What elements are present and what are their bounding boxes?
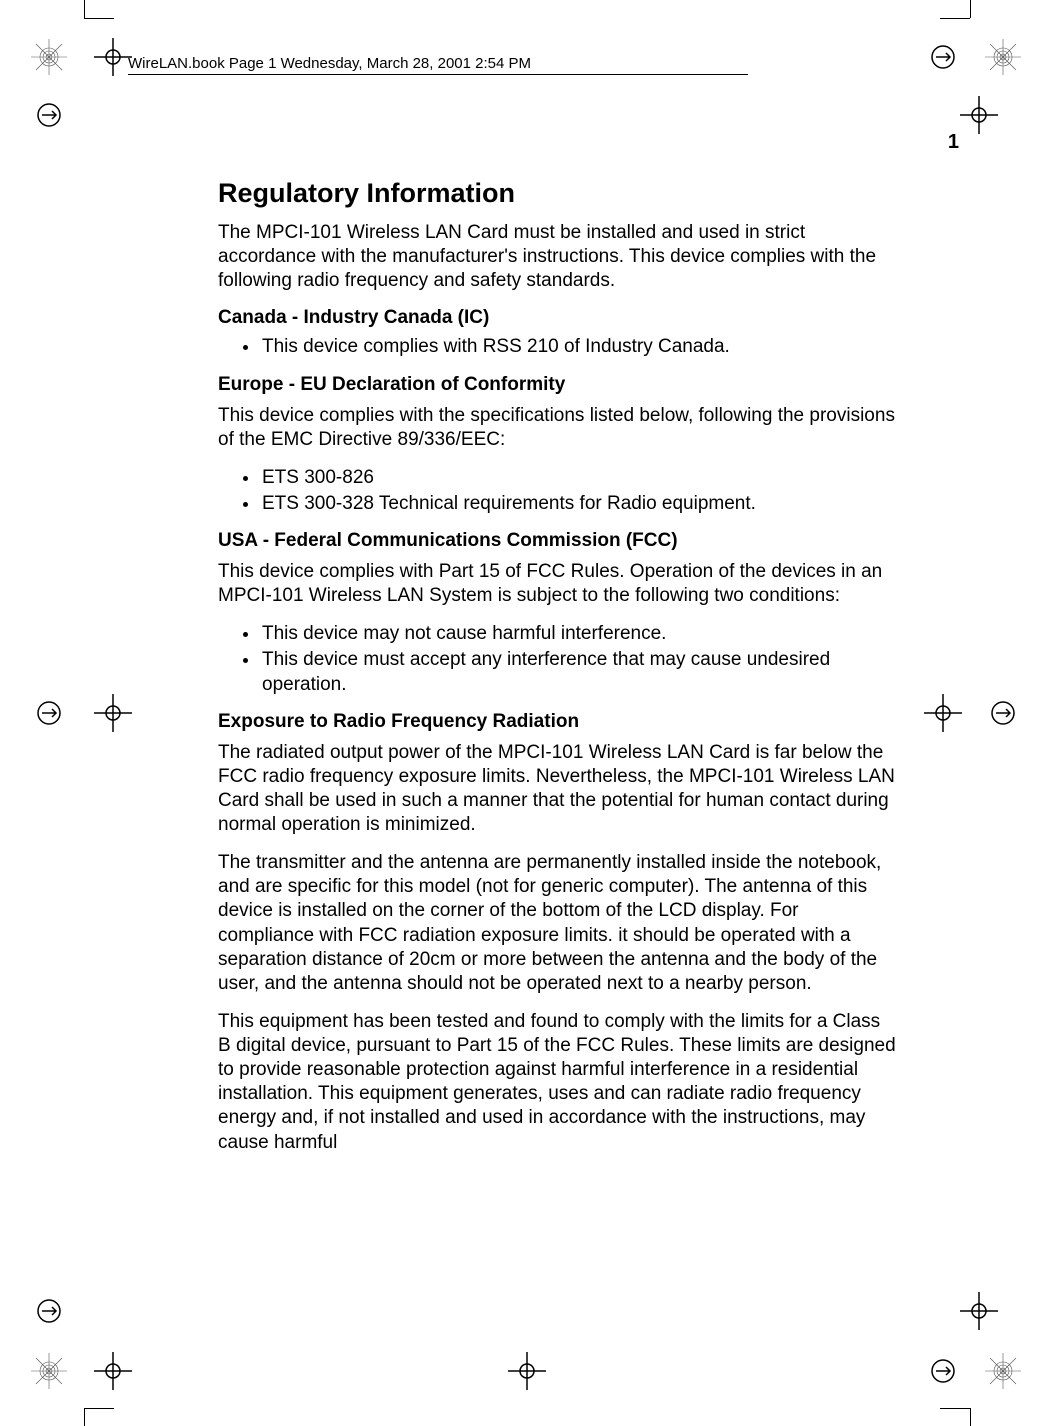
intro-paragraph: The MPCI-101 Wireless LAN Card must be i… bbox=[218, 221, 898, 293]
list-item: This device must accept any interference… bbox=[260, 648, 898, 696]
document-page: WireLAN.book Page 1 Wednesday, March 28,… bbox=[0, 0, 1051, 1426]
section-heading-canada: Canada - Industry Canada (IC) bbox=[218, 307, 898, 329]
bullet-list: This device may not cause harmful interf… bbox=[218, 622, 898, 696]
crop-rule bbox=[940, 1408, 970, 1409]
crop-rule bbox=[84, 1408, 85, 1426]
body-paragraph: This device complies with the specificat… bbox=[218, 404, 898, 452]
arrow-target-icon bbox=[984, 694, 1022, 732]
crop-rule bbox=[970, 0, 971, 18]
list-item: ETS 300-328 Technical requirements for R… bbox=[260, 492, 898, 516]
cross-icon bbox=[960, 1292, 998, 1330]
arrow-target-icon bbox=[30, 96, 68, 134]
body-paragraph: This device complies with Part 15 of FCC… bbox=[218, 560, 898, 608]
cross-icon bbox=[960, 96, 998, 134]
page-content: Regulatory Information The MPCI-101 Wire… bbox=[218, 130, 898, 1169]
cross-icon bbox=[924, 694, 962, 732]
section-heading-exposure: Exposure to Radio Frequency Radiation bbox=[218, 711, 898, 733]
bullet-list: ETS 300-826 ETS 300-328 Technical requir… bbox=[218, 466, 898, 516]
body-paragraph: The radiated output power of the MPCI-10… bbox=[218, 741, 898, 838]
starburst-icon bbox=[30, 1352, 68, 1390]
list-item: This device may not cause harmful interf… bbox=[260, 622, 898, 646]
starburst-icon bbox=[30, 38, 68, 76]
list-item: This device complies with RSS 210 of Ind… bbox=[260, 335, 898, 359]
print-header-line: WireLAN.book Page 1 Wednesday, March 28,… bbox=[128, 55, 531, 72]
starburst-icon bbox=[984, 1352, 1022, 1390]
page-number: 1 bbox=[948, 131, 959, 154]
cross-icon bbox=[94, 694, 132, 732]
starburst-icon bbox=[984, 38, 1022, 76]
section-heading-usa: USA - Federal Communications Commission … bbox=[218, 530, 898, 552]
cross-icon bbox=[94, 38, 132, 76]
list-item: ETS 300-826 bbox=[260, 466, 898, 490]
body-paragraph: The transmitter and the antenna are perm… bbox=[218, 851, 898, 996]
arrow-target-icon bbox=[924, 1352, 962, 1390]
crop-rule bbox=[940, 18, 970, 19]
crop-rule bbox=[84, 1408, 114, 1409]
crop-rule bbox=[84, 0, 85, 18]
cross-icon bbox=[94, 1352, 132, 1390]
cross-icon bbox=[508, 1352, 546, 1390]
page-title: Regulatory Information bbox=[218, 178, 898, 209]
crop-rule bbox=[84, 18, 114, 19]
section-heading-europe: Europe - EU Declaration of Conformity bbox=[218, 374, 898, 396]
body-paragraph: This equipment has been tested and found… bbox=[218, 1010, 898, 1155]
arrow-target-icon bbox=[924, 38, 962, 76]
arrow-target-icon bbox=[30, 1292, 68, 1330]
arrow-target-icon bbox=[30, 694, 68, 732]
crop-rule bbox=[970, 1408, 971, 1426]
bullet-list: This device complies with RSS 210 of Ind… bbox=[218, 335, 898, 359]
header-underline bbox=[128, 74, 748, 75]
